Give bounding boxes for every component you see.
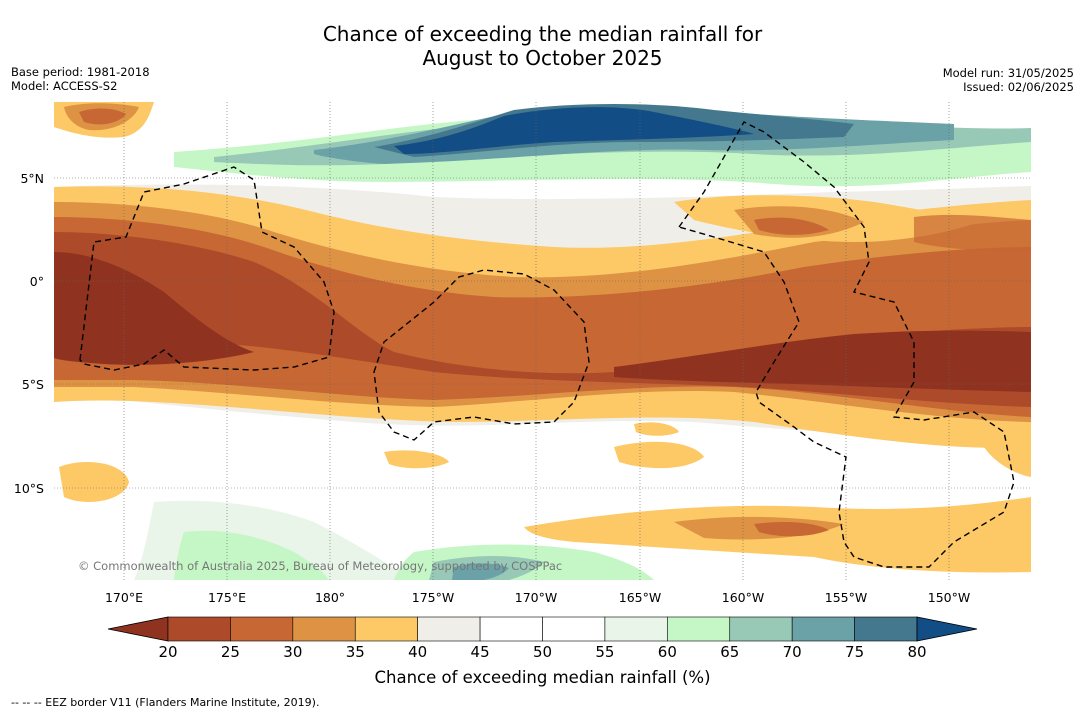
colorbar-segment <box>479 616 543 642</box>
lat-label-10s: 10°S <box>13 481 44 496</box>
lon-label-165w: 165°W <box>618 590 662 605</box>
colorbar-tick-label: 30 <box>283 643 303 661</box>
colorbar-segment <box>417 616 481 642</box>
eez-footnote: -- -- -- EEZ border V11 (Flanders Marine… <box>11 696 320 709</box>
colorbar-tick-label: 45 <box>470 643 490 661</box>
colorbar-segment <box>292 616 356 642</box>
lat-label-5n: 5°N <box>20 171 44 186</box>
colorbar-tick-label: 50 <box>532 643 553 661</box>
colorbar-segment <box>667 616 731 642</box>
colorbar-segment <box>791 616 855 642</box>
colorbar-tick-label: 40 <box>408 643 428 661</box>
colorbar-tick-label: 80 <box>907 643 927 661</box>
colorbar-segment <box>542 616 606 642</box>
lon-label-175w: 175°W <box>411 590 455 605</box>
colorbar-tick-label: 70 <box>782 643 802 661</box>
lon-label-170w: 170°W <box>514 590 558 605</box>
colorbar-segment <box>729 616 793 642</box>
colorbar-segment <box>604 616 668 642</box>
model-name: Model: ACCESS-S2 <box>11 79 118 93</box>
colorbar <box>107 616 978 642</box>
base-period: Base period: 1981-2018 <box>11 65 150 79</box>
colorbar-extend-high <box>916 616 978 642</box>
colorbar-tick-label: 65 <box>720 643 740 661</box>
map-title: Chance of exceeding the median rainfall … <box>0 22 1085 70</box>
model-run: Model run: 31/05/2025 <box>942 66 1074 80</box>
lon-label-180: 180° <box>314 590 346 605</box>
title-line-2: August to October 2025 <box>422 46 663 70</box>
colorbar-tick-label: 60 <box>657 643 677 661</box>
lon-label-170e: 170°E <box>104 590 143 605</box>
lon-label-155w: 155°W <box>824 590 868 605</box>
eez-borders <box>79 121 1015 568</box>
colorbar-tick-label: 25 <box>220 643 240 661</box>
issued-date: Issued: 02/06/2025 <box>963 80 1074 94</box>
lon-label-175e: 175°E <box>207 590 246 605</box>
meta-left: Base period: 1981-2018 Model: ACCESS-S2 <box>11 65 150 93</box>
colorbar-segment <box>854 616 918 642</box>
colorbar-tick-label: 75 <box>845 643 865 661</box>
colorbar-tick-label: 20 <box>158 643 178 661</box>
meta-right: Model run: 31/05/2025 Issued: 02/06/2025 <box>943 66 1074 94</box>
title-line-1: Chance of exceeding the median rainfall … <box>322 22 763 46</box>
colorbar-extend-low <box>107 616 169 642</box>
graticule <box>54 102 1031 580</box>
copyright-text: © Commonwealth of Australia 2025, Bureau… <box>78 559 563 573</box>
colorbar-tick-label: 55 <box>595 643 615 661</box>
lat-label-5s: 5°S <box>21 377 44 392</box>
map-svg <box>54 102 1031 580</box>
colorbar-segment <box>354 616 418 642</box>
colorbar-segment <box>167 616 231 642</box>
colorbar-tick-label: 35 <box>345 643 365 661</box>
colorbar-label: Chance of exceeding median rainfall (%) <box>374 668 711 687</box>
rainfall-map <box>54 102 1031 580</box>
colorbar-segment <box>230 616 294 642</box>
lon-label-160w: 160°W <box>721 590 765 605</box>
lat-label-0: 0° <box>29 274 44 289</box>
lon-label-150w: 150°W <box>927 590 971 605</box>
